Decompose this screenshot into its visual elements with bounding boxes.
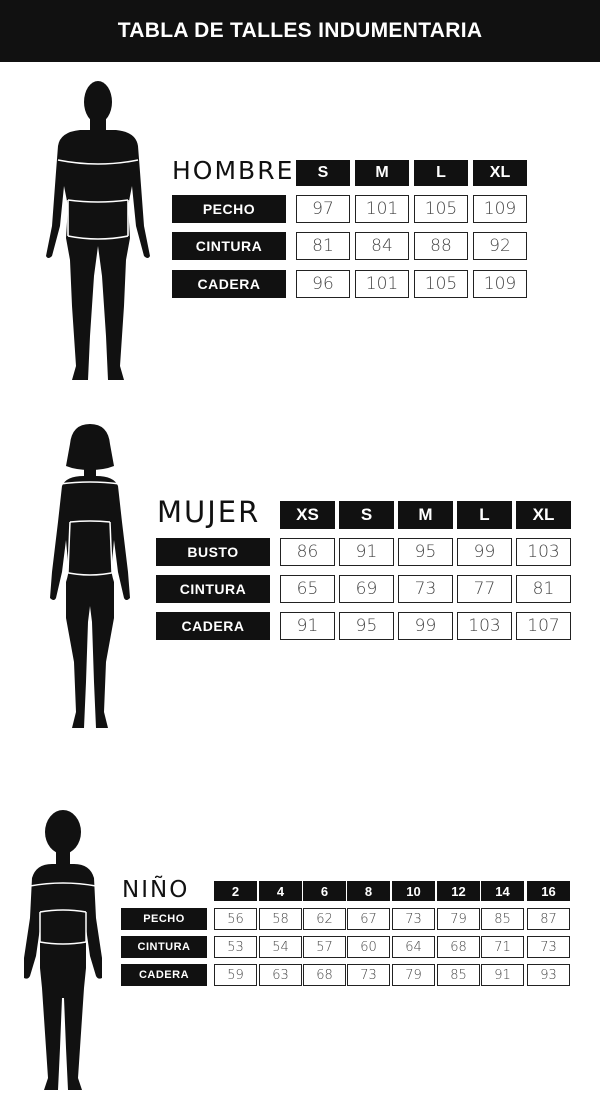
measurement-cell: 73 xyxy=(392,908,435,930)
woman-silhouette-icon xyxy=(50,424,130,728)
measurement-cell: 103 xyxy=(457,612,512,640)
measurement-cell: 64 xyxy=(392,936,435,958)
row-label-hombre-cadera: CADERA xyxy=(172,270,286,298)
measurement-cell: 92 xyxy=(473,232,527,260)
measurement-cell: 73 xyxy=(527,936,570,958)
measurement-cell: 67 xyxy=(347,908,390,930)
measurement-cell: 99 xyxy=(457,538,512,566)
measurement-cell: 93 xyxy=(527,964,570,986)
measurement-cell: 84 xyxy=(355,232,409,260)
row-label-mujer-busto: BUSTO xyxy=(156,538,270,566)
size-header-hombre: L xyxy=(414,160,468,186)
section-title-nino: NIÑO xyxy=(122,877,190,903)
measurement-cell: 73 xyxy=(398,575,453,603)
measurement-cell: 86 xyxy=(280,538,335,566)
size-header-nino: 12 xyxy=(437,881,480,901)
size-header-nino: 10 xyxy=(392,881,435,901)
measurement-cell: 91 xyxy=(280,612,335,640)
measurement-cell: 69 xyxy=(339,575,394,603)
measurement-cell: 77 xyxy=(457,575,512,603)
measurement-cell: 107 xyxy=(516,612,571,640)
size-header-nino: 16 xyxy=(527,881,570,901)
measurement-cell: 79 xyxy=(392,964,435,986)
measurement-cell: 85 xyxy=(437,964,480,986)
size-header-hombre: XL xyxy=(473,160,527,186)
measurement-cell: 53 xyxy=(214,936,257,958)
size-header-hombre: S xyxy=(296,160,350,186)
measurement-cell: 101 xyxy=(355,195,409,223)
measurement-cell: 87 xyxy=(527,908,570,930)
measurement-cell: 105 xyxy=(414,195,468,223)
row-label-nino-cadera: CADERA xyxy=(121,964,207,986)
row-label-hombre-pecho: PECHO xyxy=(172,195,286,223)
measurement-cell: 65 xyxy=(280,575,335,603)
measurement-cell: 91 xyxy=(481,964,524,986)
measurement-cell: 85 xyxy=(481,908,524,930)
man-silhouette-icon xyxy=(46,81,150,380)
measurement-cell: 103 xyxy=(516,538,571,566)
measurement-cell: 105 xyxy=(414,270,468,298)
measurement-cell: 109 xyxy=(473,270,527,298)
size-header-nino: 6 xyxy=(303,881,346,901)
measurement-cell: 59 xyxy=(214,964,257,986)
measurement-cell: 91 xyxy=(339,538,394,566)
size-header-nino: 4 xyxy=(259,881,302,901)
measurement-cell: 58 xyxy=(259,908,302,930)
size-header-hombre: M xyxy=(355,160,409,186)
size-header-mujer: M xyxy=(398,501,453,529)
size-header-nino: 2 xyxy=(214,881,257,901)
child-silhouette-icon xyxy=(24,810,102,1090)
size-header-nino: 14 xyxy=(481,881,524,901)
measurement-cell: 56 xyxy=(214,908,257,930)
page-title: TABLA DE TALLES INDUMENTARIA xyxy=(117,19,483,42)
row-label-nino-cintura: CINTURA xyxy=(121,936,207,958)
measurement-cell: 68 xyxy=(303,964,346,986)
row-label-hombre-cintura: CINTURA xyxy=(172,232,286,260)
page-header: TABLA DE TALLES INDUMENTARIA xyxy=(0,0,600,62)
measurement-cell: 79 xyxy=(437,908,480,930)
measurement-cell: 68 xyxy=(437,936,480,958)
measurement-cell: 81 xyxy=(296,232,350,260)
measurement-cell: 63 xyxy=(259,964,302,986)
size-header-mujer: L xyxy=(457,501,512,529)
measurement-cell: 96 xyxy=(296,270,350,298)
section-title-hombre: HOMBRE xyxy=(172,156,295,185)
measurement-cell: 95 xyxy=(339,612,394,640)
measurement-cell: 57 xyxy=(303,936,346,958)
measurement-cell: 109 xyxy=(473,195,527,223)
section-title-mujer: MUJER xyxy=(157,495,261,529)
measurement-cell: 81 xyxy=(516,575,571,603)
measurement-cell: 99 xyxy=(398,612,453,640)
size-header-mujer: XL xyxy=(516,501,571,529)
measurement-cell: 73 xyxy=(347,964,390,986)
size-header-nino: 8 xyxy=(347,881,390,901)
row-label-mujer-cadera: CADERA xyxy=(156,612,270,640)
measurement-cell: 88 xyxy=(414,232,468,260)
measurement-cell: 54 xyxy=(259,936,302,958)
measurement-cell: 62 xyxy=(303,908,346,930)
row-label-mujer-cintura: CINTURA xyxy=(156,575,270,603)
size-header-mujer: S xyxy=(339,501,394,529)
measurement-cell: 60 xyxy=(347,936,390,958)
size-header-mujer: XS xyxy=(280,501,335,529)
row-label-nino-pecho: PECHO xyxy=(121,908,207,930)
measurement-cell: 101 xyxy=(355,270,409,298)
measurement-cell: 97 xyxy=(296,195,350,223)
measurement-cell: 95 xyxy=(398,538,453,566)
measurement-cell: 71 xyxy=(481,936,524,958)
